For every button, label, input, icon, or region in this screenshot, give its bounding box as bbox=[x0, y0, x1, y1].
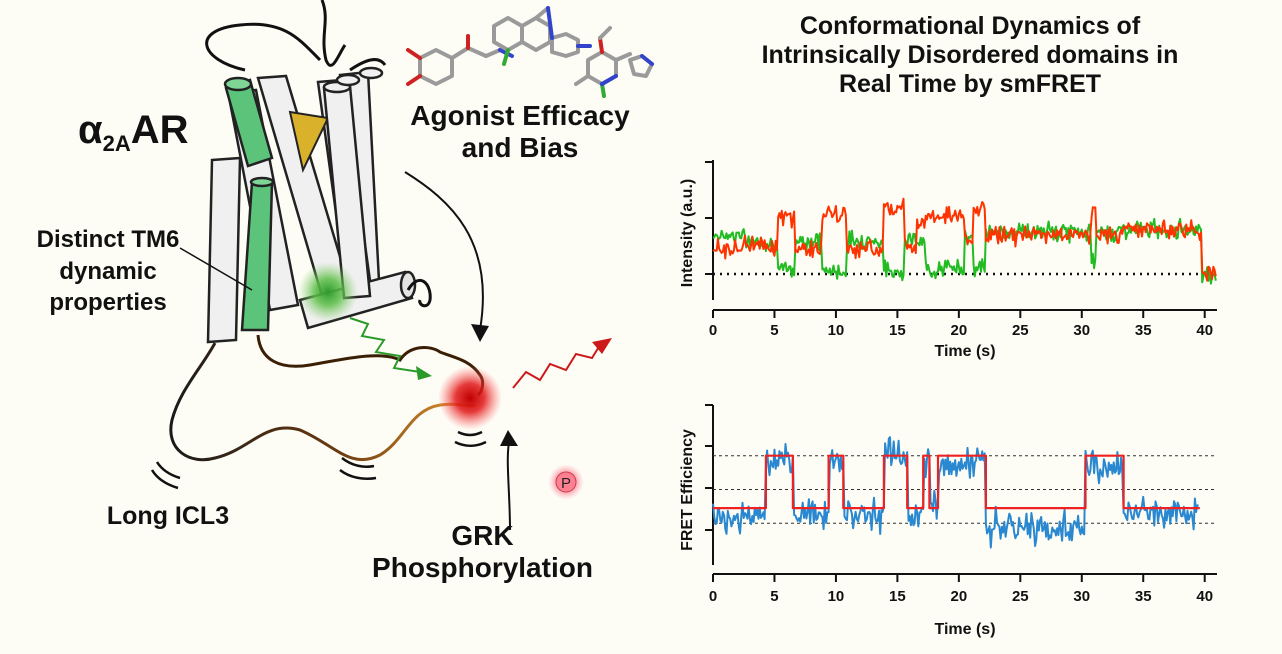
n-terminus bbox=[320, 0, 347, 67]
fret-chart: 0 5 10 15 20 25 30 35 40 Time (s) FRET Efficienc… bbox=[679, 404, 1217, 638]
title-line-1: Conformational Dynamics of bbox=[799, 12, 1141, 40]
x-tick-label: 40 bbox=[1196, 588, 1213, 605]
c-terminus bbox=[406, 278, 432, 308]
x-tick-label: 0 bbox=[709, 588, 717, 605]
y-axis-label: Intensity (a.u.) bbox=[679, 179, 696, 287]
title-line-3: Real Time by smFRET bbox=[838, 69, 1102, 98]
tm6-label: Distinct TM6 dynamic properties bbox=[36, 226, 180, 317]
motion-marks bbox=[150, 430, 487, 490]
fit-line bbox=[713, 454, 1200, 510]
icl3-label: Long ICL3 bbox=[106, 502, 230, 530]
x-tick-label: 10 bbox=[828, 322, 845, 339]
x-tick-label: 20 bbox=[951, 322, 968, 339]
trace-line bbox=[712, 436, 1199, 549]
receptor-label: α2AAR bbox=[78, 108, 189, 156]
intensity-chart: 0 5 10 15 20 25 30 35 40 Time (s) Intensity (a.u… bbox=[679, 160, 1217, 360]
x-tick-label: 5 bbox=[770, 322, 778, 339]
ligand-structures bbox=[406, 6, 654, 98]
phospho-label: P bbox=[561, 475, 571, 492]
x-tick-label: 10 bbox=[828, 588, 845, 605]
x-tick-label: 35 bbox=[1135, 588, 1152, 605]
figure-title: Conformational Dynamics of Intrinsically… bbox=[690, 12, 1250, 98]
x-tick-label: 25 bbox=[1012, 588, 1029, 605]
x-axis-label: Time (s) bbox=[934, 621, 995, 638]
y-axis-label: FRET Efficiency bbox=[679, 429, 696, 551]
x-tick-label: 40 bbox=[1196, 322, 1213, 339]
x-tick-label: 20 bbox=[951, 588, 968, 605]
grk-label: GRK Phosphorylation bbox=[372, 520, 593, 584]
icl3-loop bbox=[169, 342, 476, 462]
x-tick-label: 15 bbox=[889, 588, 906, 605]
x-tick-label: 30 bbox=[1073, 588, 1090, 605]
title-line-2: Intrinsically Disordered domains in bbox=[761, 40, 1179, 69]
x-tick-label: 0 bbox=[709, 322, 717, 339]
x-tick-label: 15 bbox=[889, 322, 906, 339]
agonist-label: Agonist Efficacy and Bias bbox=[410, 100, 630, 164]
energy-transfer-arrow bbox=[349, 317, 421, 373]
donor-fluorophore bbox=[298, 262, 358, 322]
x-axis-label: Time (s) bbox=[934, 343, 995, 360]
x-tick-label: 25 bbox=[1012, 322, 1029, 339]
x-tick-label: 35 bbox=[1135, 322, 1152, 339]
emission-arrow bbox=[512, 344, 601, 389]
tm6-pointer bbox=[179, 247, 253, 291]
x-tick-label: 30 bbox=[1073, 322, 1090, 339]
trace-line bbox=[712, 197, 1217, 282]
ligand-wedge bbox=[288, 110, 330, 174]
phospho-bead bbox=[555, 471, 577, 493]
tm6-helix bbox=[223, 76, 275, 332]
receptor-cartoon bbox=[150, 0, 502, 490]
x-tick-label: 5 bbox=[770, 588, 778, 605]
extracellular-loop bbox=[205, 22, 322, 72]
grk-arrow bbox=[506, 437, 511, 531]
acceptor-fluorophore bbox=[438, 366, 502, 430]
agonist-arrow bbox=[404, 171, 484, 331]
front-helix bbox=[322, 66, 384, 300]
